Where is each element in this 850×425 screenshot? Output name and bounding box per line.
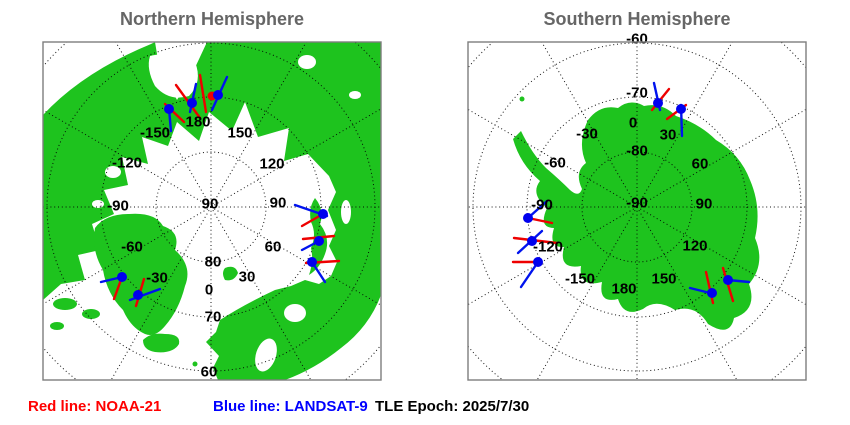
grid-label: 60 xyxy=(265,239,282,256)
satellite-position-dot xyxy=(707,288,717,298)
grid-label: 0 xyxy=(205,282,213,299)
siberian-lake-2 xyxy=(349,91,361,99)
south-map-frame xyxy=(467,41,807,381)
grid-label: 120 xyxy=(259,156,284,173)
grid-label: 180 xyxy=(185,114,210,131)
grid-label: -80 xyxy=(626,143,648,160)
canada-water-3 xyxy=(92,200,104,208)
grid-label: 90 xyxy=(202,196,219,213)
svalbard xyxy=(223,266,238,281)
canadian-island-2 xyxy=(82,309,100,319)
noaa21-track-line xyxy=(198,73,208,114)
grid-label: 120 xyxy=(682,238,707,255)
legend-tle-epoch: TLE Epoch: 2025/7/30 xyxy=(375,398,530,415)
grid-label: -150 xyxy=(565,271,595,288)
canadian-island-1 xyxy=(53,298,77,310)
grid-label: -120 xyxy=(533,239,563,256)
satellite-position-dot xyxy=(523,213,533,223)
grid-label: -150 xyxy=(140,125,170,142)
grid-label: 90 xyxy=(270,195,287,212)
grid-label: -60 xyxy=(121,239,143,256)
north-satellite-markers xyxy=(99,73,341,308)
satellite-position-dot xyxy=(533,257,543,267)
gulf-of-bothnia xyxy=(255,338,277,372)
satellite-position-dot xyxy=(527,236,537,246)
grid-label: 0 xyxy=(629,115,637,132)
grid-label: 60 xyxy=(692,156,709,173)
satellite-position-dot xyxy=(314,236,324,246)
grid-label: -90 xyxy=(107,198,129,215)
satellite-position-dot xyxy=(318,209,328,219)
greenland xyxy=(94,213,188,335)
satellite-position-dot xyxy=(723,275,733,285)
grid-label: -90 xyxy=(531,197,553,214)
north-polar-map: 180 -150 150 -120 120 -90 90 -60 60 -30 30 0 90 80 70 6… xyxy=(42,41,382,381)
canada-water-2 xyxy=(132,187,144,197)
satellite-position-dot xyxy=(187,98,197,108)
grid-label: -120 xyxy=(112,155,142,172)
grid-label: 60 xyxy=(201,364,218,381)
grid-label: 180 xyxy=(611,281,636,298)
grid-label: -30 xyxy=(576,126,598,143)
south-satellite-markers xyxy=(511,81,751,305)
grid-label: 90 xyxy=(696,196,713,213)
satellite-position-dot xyxy=(133,290,143,300)
iceland xyxy=(143,333,180,353)
north-map-title: Northern Hemisphere xyxy=(119,9,305,29)
landsat9-track-line xyxy=(519,260,540,289)
satellite-position-dot xyxy=(213,90,223,100)
south-polar-map: -60 0 30 -30 60 -60 90 -90 120 -120 150 -150 180 -70 -… xyxy=(467,31,807,381)
canadian-island-3 xyxy=(50,322,64,330)
grid-label: 80 xyxy=(205,254,222,271)
grid-label: -60 xyxy=(626,31,648,48)
satellite-position-dot xyxy=(307,257,317,267)
south-graticule xyxy=(468,42,806,380)
grid-label: -70 xyxy=(626,85,648,102)
grid-label: -60 xyxy=(544,155,566,172)
siberian-lake-1 xyxy=(298,55,316,69)
faroe-islet xyxy=(192,361,198,367)
east-siberian-sea xyxy=(148,54,198,98)
satellite-position-dot xyxy=(676,104,686,114)
canada-water-1 xyxy=(105,166,121,178)
north-landmasses xyxy=(43,42,381,380)
south-grid-labels: -60 0 30 -30 60 -60 90 -90 120 -120 150 -150 180 -70 -… xyxy=(531,31,712,298)
south-map-title: Southern Hemisphere xyxy=(543,9,731,29)
grid-label: -90 xyxy=(626,195,648,212)
white-sea xyxy=(284,304,306,322)
grid-label: 150 xyxy=(227,125,252,142)
antarctic-islet xyxy=(519,96,525,102)
north-map-frame xyxy=(42,41,382,381)
north-grid-labels: 180 -150 150 -120 120 -90 90 -60 60 -30 30 0 90 80 70 6… xyxy=(107,114,286,381)
grid-label: 30 xyxy=(239,269,256,286)
satellite-position-dot xyxy=(117,272,127,282)
antarctica xyxy=(513,102,760,330)
satellite-position-dot xyxy=(653,98,663,108)
kara-sea-pocket xyxy=(341,200,351,224)
arctic-rim-landmass xyxy=(43,42,381,380)
grid-label: 70 xyxy=(205,309,222,326)
grid-label: 150 xyxy=(651,271,676,288)
legend-red-noaa21: Red line: NOAA-21 xyxy=(28,398,162,415)
south-landmasses xyxy=(513,96,760,330)
legend-blue-landsat9: Blue line: LANDSAT-9 xyxy=(213,398,368,415)
grid-label: -30 xyxy=(146,270,168,287)
satellite-position-dot xyxy=(164,104,174,114)
north-graticule xyxy=(43,42,381,380)
grid-label: 30 xyxy=(660,127,677,144)
